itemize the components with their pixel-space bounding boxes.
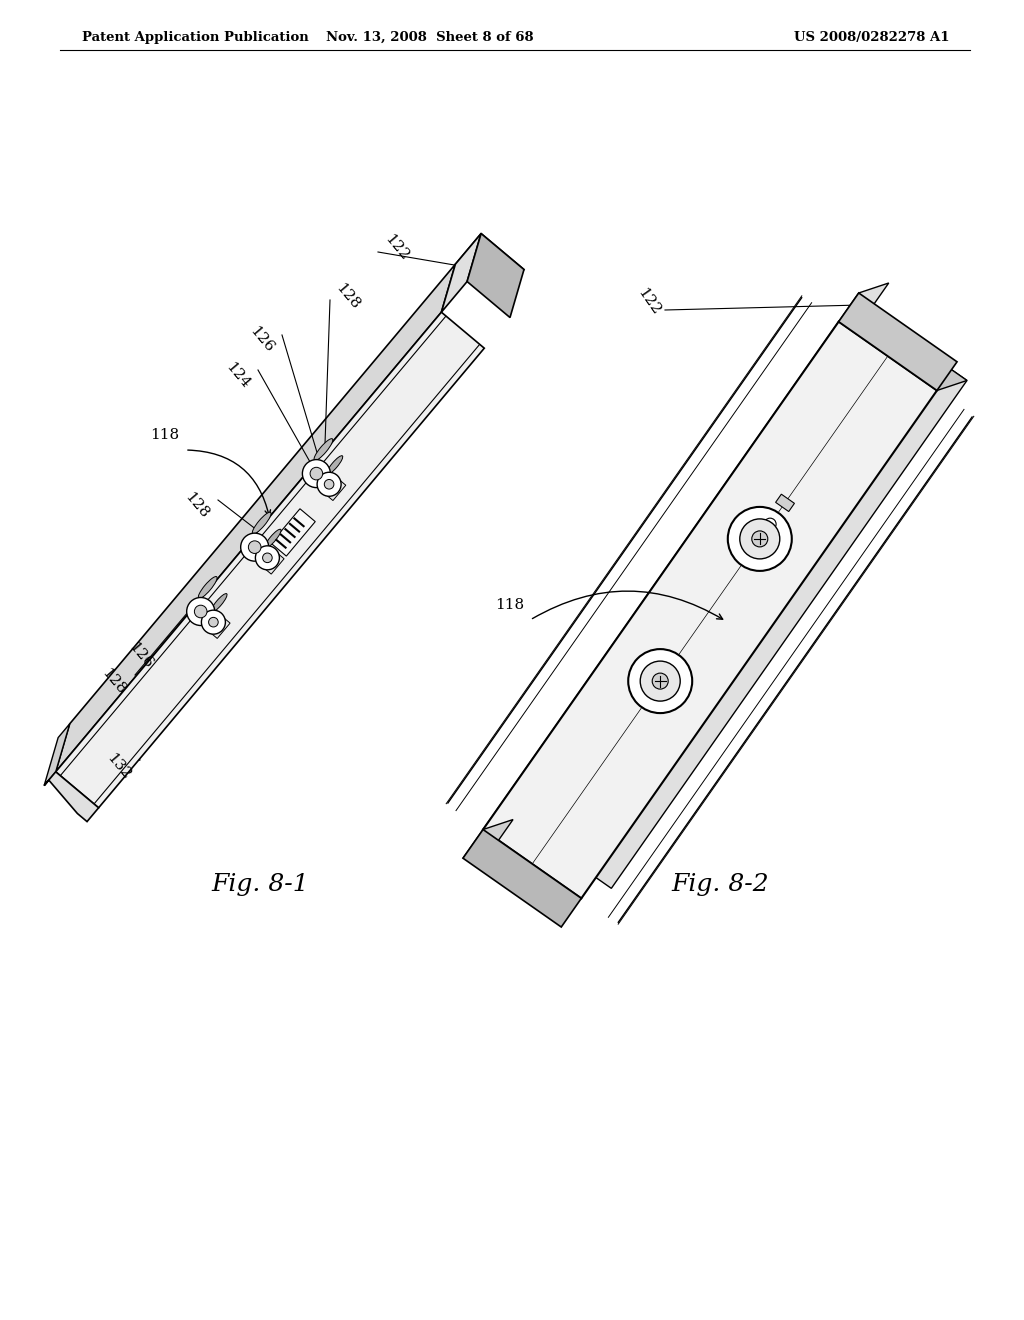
Circle shape (249, 541, 261, 553)
Ellipse shape (314, 438, 333, 461)
Text: 128: 128 (333, 281, 362, 313)
Polygon shape (513, 312, 967, 888)
Polygon shape (55, 313, 484, 808)
Circle shape (652, 673, 669, 689)
Text: Fig. 8-2: Fig. 8-2 (671, 874, 769, 896)
Polygon shape (44, 723, 70, 785)
Circle shape (325, 479, 334, 490)
Circle shape (640, 661, 680, 701)
Circle shape (209, 618, 218, 627)
Ellipse shape (327, 455, 343, 474)
Text: Nov. 13, 2008  Sheet 8 of 68: Nov. 13, 2008 Sheet 8 of 68 (327, 30, 534, 44)
Polygon shape (441, 234, 481, 313)
Polygon shape (55, 264, 456, 772)
Text: Patent Application Publication: Patent Application Publication (82, 30, 309, 44)
Polygon shape (463, 820, 513, 858)
Text: 128: 128 (98, 667, 128, 698)
Polygon shape (262, 550, 284, 574)
Text: 126: 126 (247, 325, 276, 355)
Text: 118: 118 (151, 428, 179, 442)
Text: US 2008/0282278 A1: US 2008/0282278 A1 (795, 30, 950, 44)
Text: 122: 122 (635, 286, 663, 318)
Circle shape (739, 519, 780, 558)
Polygon shape (324, 478, 346, 500)
Text: 122: 122 (382, 232, 412, 264)
Circle shape (764, 519, 776, 531)
Text: 126: 126 (126, 640, 155, 672)
Circle shape (752, 531, 768, 546)
Polygon shape (271, 508, 315, 556)
Polygon shape (463, 829, 582, 927)
Polygon shape (839, 282, 889, 322)
Polygon shape (839, 312, 967, 391)
Text: 118: 118 (496, 598, 524, 612)
Circle shape (202, 610, 225, 634)
Text: Fig. 8-1: Fig. 8-1 (211, 874, 309, 896)
Polygon shape (483, 312, 868, 829)
Circle shape (241, 533, 268, 561)
Ellipse shape (265, 529, 281, 548)
Circle shape (302, 459, 331, 487)
Circle shape (628, 649, 692, 713)
Ellipse shape (252, 512, 271, 535)
Polygon shape (208, 615, 230, 639)
Polygon shape (483, 322, 937, 899)
Text: 124: 124 (222, 360, 252, 392)
Polygon shape (775, 494, 795, 512)
Circle shape (195, 605, 207, 618)
Circle shape (310, 467, 323, 480)
Circle shape (255, 545, 280, 570)
Polygon shape (456, 234, 524, 300)
Ellipse shape (211, 594, 227, 612)
Circle shape (728, 507, 792, 570)
Ellipse shape (199, 577, 217, 598)
Circle shape (186, 598, 215, 626)
Polygon shape (839, 293, 957, 391)
Text: 128: 128 (181, 490, 211, 521)
Circle shape (262, 553, 272, 562)
Polygon shape (44, 772, 98, 821)
Circle shape (317, 473, 341, 496)
Text: 132: 132 (103, 751, 133, 783)
Polygon shape (467, 234, 524, 318)
